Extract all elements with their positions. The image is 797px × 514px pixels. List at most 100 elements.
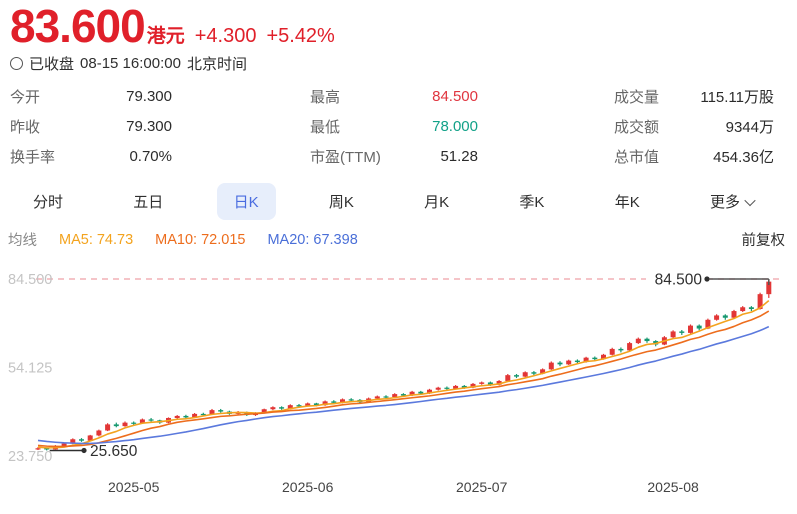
candle-body — [418, 392, 424, 394]
candlestick-chart[interactable]: 84.500 54.125 23.750 2025-05 2025-06 2025-07 2… — [0, 252, 797, 512]
candle-body — [183, 416, 189, 418]
low-annotation-label: 25.650 — [90, 443, 138, 460]
candle-body — [609, 349, 615, 356]
stat-value: 84.500 — [432, 87, 478, 105]
tab-分时[interactable]: 分时 — [33, 194, 64, 212]
stat-label: 总市值 — [614, 148, 660, 166]
candle-body — [296, 405, 302, 407]
x-axis-label: 2025-08 — [647, 479, 699, 495]
candle-body — [209, 410, 215, 415]
candle-body — [557, 362, 563, 365]
candle-body — [35, 448, 41, 450]
candle-body — [514, 375, 519, 377]
candle-body — [348, 399, 354, 401]
candle-body — [409, 392, 415, 396]
candle-body — [192, 414, 198, 418]
tab-周K[interactable]: 周K — [328, 194, 354, 212]
candle-body — [592, 357, 598, 360]
stat-row: 最低 78.000 — [310, 111, 478, 141]
candle-body — [148, 419, 154, 421]
candle-body — [374, 396, 380, 399]
stat-row: 成交量 115.11万股 — [614, 81, 774, 111]
tab-日K[interactable]: 日K — [216, 183, 276, 221]
ma-legend: 均线 MA5: 74.73 MA10: 72.015 MA20: 67.398 前复… — [8, 229, 785, 250]
candle-body — [44, 448, 50, 450]
candle-body — [218, 410, 224, 412]
candle-body — [635, 339, 641, 344]
candle-body — [496, 381, 502, 386]
candle-body — [79, 439, 84, 442]
candle-body — [574, 360, 580, 363]
candle-body — [392, 394, 398, 398]
candle-body — [322, 401, 328, 406]
candle-body — [453, 386, 459, 390]
candle-body — [740, 307, 746, 312]
candle-body — [627, 343, 633, 351]
candle-body — [400, 394, 406, 396]
ma5-line — [37, 300, 770, 449]
candle-body — [331, 401, 337, 404]
candle-body — [531, 372, 537, 374]
candle-body — [722, 315, 728, 319]
y-axis-label: 23.750 — [8, 449, 52, 465]
tab-五日[interactable]: 五日 — [133, 194, 164, 212]
timezone-label: 北京时间 — [186, 56, 247, 74]
ma-items: MA5: 74.73 MA10: 72.015 MA20: 67.398 — [37, 232, 358, 248]
low-annotation-dot — [81, 448, 87, 454]
stat-value: 79.300 — [126, 87, 172, 105]
stat-value: 79.300 — [126, 117, 172, 135]
stat-value: 454.36亿 — [713, 148, 774, 166]
market-status: 已收盘 — [29, 56, 75, 74]
stat-label: 最高 — [310, 88, 341, 106]
stat-label: 市盈(TTM) — [310, 148, 381, 166]
candle-body — [279, 407, 285, 409]
candle-body — [383, 396, 389, 398]
chart-area: 84.500 54.125 23.750 2025-05 2025-06 2025-07 2… — [0, 252, 797, 512]
candle-body — [470, 384, 476, 388]
candle-body — [696, 325, 702, 329]
market-status-row: 已收盘 08-15 16:00:00 北京时间 — [10, 53, 787, 74]
candle-body — [748, 307, 754, 310]
stat-value: 9344万 — [725, 118, 774, 136]
tab-月K[interactable]: 月K — [424, 194, 450, 212]
high-annotation-label: 84.500 — [655, 272, 703, 289]
candle-body — [540, 369, 546, 374]
quote-time: 08-15 16:00:00 — [80, 55, 181, 73]
ma20-line — [37, 326, 770, 445]
stat-value: 51.28 — [440, 147, 478, 165]
candle-body — [340, 399, 345, 404]
candle-body — [87, 435, 93, 442]
candle-body — [96, 430, 102, 436]
x-axis-label: 2025-07 — [456, 479, 508, 495]
candle-body — [287, 405, 293, 409]
candle-body — [200, 414, 206, 416]
tab-季K[interactable]: 季K — [519, 194, 545, 212]
adjust-mode-button[interactable]: 前复权 — [741, 233, 786, 250]
candle-body — [313, 403, 319, 406]
ma-legend-item: MA5: 74.73 — [59, 231, 134, 248]
candle-body — [566, 360, 572, 365]
stat-value: 78.000 — [432, 117, 478, 135]
candle-body — [522, 372, 528, 377]
candle-body — [679, 331, 685, 334]
candle-body — [766, 281, 772, 295]
candle-body — [670, 331, 676, 338]
candle-body — [105, 424, 111, 431]
stat-row: 换手率 0.70% — [10, 141, 172, 171]
candle-body — [174, 416, 180, 419]
candle-body — [757, 294, 763, 310]
ma-legend-item: MA20: 67.398 — [267, 231, 358, 248]
tab-更多[interactable]: 更多 — [693, 183, 771, 220]
candle-body — [548, 362, 554, 370]
tab-年K[interactable]: 年K — [614, 194, 640, 212]
candle-body — [618, 349, 624, 351]
price-change-percent: +5.42% — [266, 25, 335, 47]
quote-header: 83.600 港元 +4.300 +5.42% 已收盘 08-15 16:00:… — [0, 0, 797, 74]
high-annotation-bg — [646, 270, 704, 289]
candle-body — [444, 387, 450, 390]
candle-body — [122, 422, 128, 427]
current-price: 83.600 — [10, 0, 146, 52]
candle-body — [644, 339, 650, 342]
candle-body — [113, 424, 119, 427]
candle-body — [601, 355, 606, 360]
